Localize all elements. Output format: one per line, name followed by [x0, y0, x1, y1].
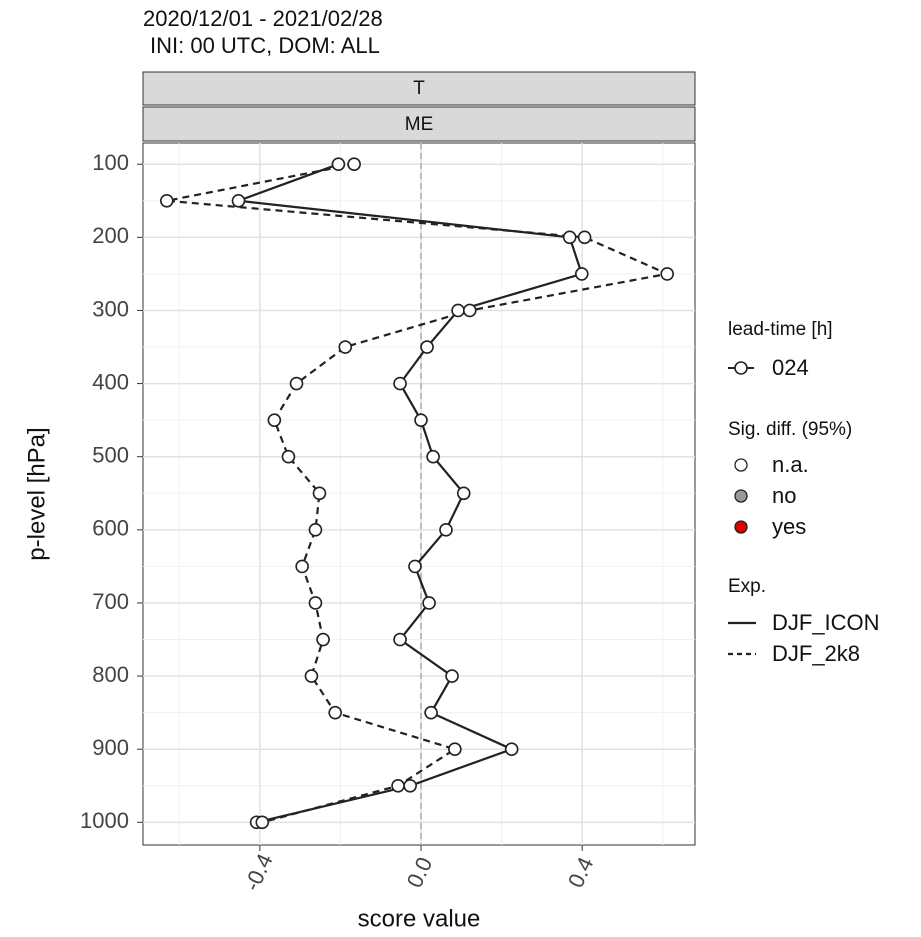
point	[408, 559, 422, 574]
point	[312, 486, 327, 501]
point	[281, 449, 296, 464]
legend-key	[734, 458, 748, 472]
point	[289, 376, 304, 391]
y-axis-label: p-level [hPa]	[23, 427, 50, 560]
legend-key	[734, 489, 748, 503]
strip-label: T	[413, 78, 425, 99]
y-tick-label: 800	[92, 662, 129, 687]
point	[295, 559, 309, 574]
point	[255, 815, 270, 830]
point	[577, 230, 592, 245]
point	[448, 742, 462, 757]
legend-label: yes	[772, 514, 806, 539]
strip	[142, 71, 696, 106]
legend-label: 024	[772, 355, 809, 380]
y-tick-label: 500	[92, 443, 129, 468]
point	[451, 303, 465, 318]
point	[393, 376, 407, 391]
legend-label: DJF_2k8	[772, 641, 860, 666]
point	[504, 742, 519, 757]
y-tick-label: 100	[92, 150, 129, 175]
legend-title: Exp.	[728, 576, 766, 597]
point	[439, 523, 453, 537]
point	[391, 778, 405, 793]
plot-area	[142, 142, 696, 846]
legend-label: no	[772, 483, 796, 508]
x-axis-label: score value	[358, 905, 481, 932]
point	[574, 267, 589, 281]
point	[393, 632, 407, 647]
point	[338, 340, 353, 354]
point	[424, 705, 438, 720]
point	[267, 413, 282, 427]
point	[231, 193, 246, 208]
title-line: INI: 00 UTC, DOM: ALL	[150, 33, 380, 58]
point	[426, 449, 440, 464]
y-tick-label: 900	[92, 735, 129, 760]
y-tick-label: 600	[92, 516, 129, 541]
point	[456, 486, 471, 501]
point	[308, 523, 323, 537]
point	[331, 157, 346, 172]
y-tick-label: 1000	[80, 808, 129, 833]
legend-key	[734, 520, 748, 534]
point	[308, 596, 323, 610]
point	[660, 267, 674, 281]
point	[304, 669, 319, 683]
x-tick-label: 0.0	[402, 853, 438, 891]
point	[562, 230, 577, 245]
x-tick-label: -0.4	[239, 850, 278, 895]
y-tick-label: 700	[92, 589, 129, 614]
x-tick-label: 0.4	[563, 853, 599, 891]
point	[403, 778, 417, 793]
point	[420, 340, 434, 354]
y-tick-label: 200	[92, 223, 129, 248]
point	[422, 596, 436, 610]
strip	[142, 106, 696, 142]
legend-label: n.a.	[772, 452, 809, 477]
legend-title: Sig. diff. (95%)	[728, 419, 852, 440]
y-tick-label: 400	[92, 369, 129, 394]
legend-title: lead-time [h]	[728, 319, 833, 340]
point	[316, 632, 330, 647]
legend-key	[734, 361, 748, 375]
point	[462, 303, 477, 318]
y-tick-label: 300	[92, 296, 129, 321]
point	[445, 669, 459, 683]
point	[159, 193, 174, 208]
legend-label: DJF_ICON	[772, 610, 880, 635]
point	[347, 157, 361, 172]
point	[328, 705, 342, 720]
strip-label: ME	[405, 114, 434, 135]
point	[414, 413, 428, 427]
title-line: 2020/12/01 - 2021/02/28	[143, 6, 383, 31]
